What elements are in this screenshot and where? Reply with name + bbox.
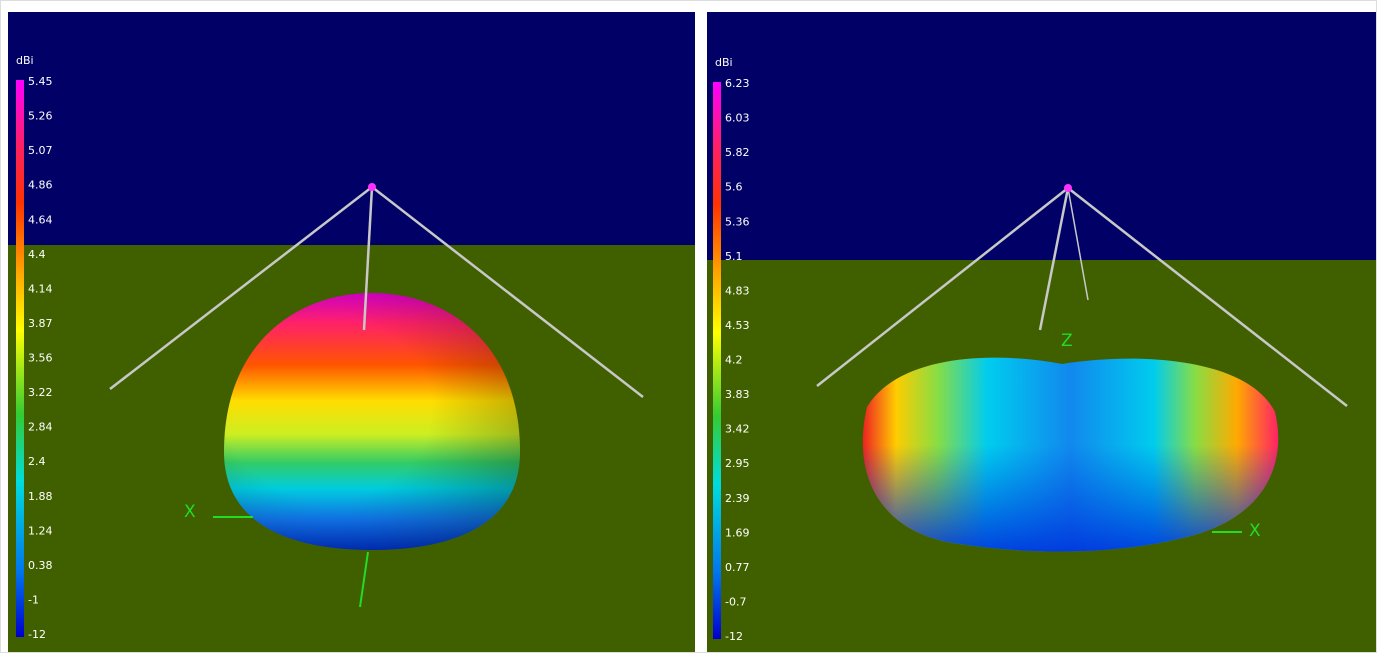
axis-label: X bbox=[184, 502, 196, 522]
colorbar-label: 6.23 bbox=[725, 77, 750, 90]
colorbar-label: 1.24 bbox=[28, 524, 53, 537]
colorbar-label: 5.26 bbox=[28, 110, 53, 123]
colorbar-label: 4.83 bbox=[725, 284, 750, 297]
feed-point bbox=[1064, 184, 1072, 192]
colorbar-label: -12 bbox=[28, 628, 46, 641]
screen: X dBi 5.45 5.26 5.07 4.86 4.64 4.4 4.14 3.87 3.5… bbox=[0, 0, 1377, 653]
pattern-view-right: Z X dBi 6.23 6.03 5.82 5.6 5.36 5.1 4.83 4.53 4.… bbox=[707, 12, 1377, 653]
axis-label: X bbox=[1249, 521, 1261, 541]
colorbar-label: 3.56 bbox=[28, 352, 53, 365]
colorbar-label: 5.36 bbox=[725, 215, 750, 228]
colorbar-label: 6.03 bbox=[725, 112, 750, 125]
colorbar-label: 4.14 bbox=[28, 282, 53, 295]
unit-label: dBi bbox=[16, 54, 34, 67]
colorbar-label: 3.42 bbox=[725, 423, 750, 436]
unit-label: dBi bbox=[715, 56, 733, 69]
colorbar-label: 2.95 bbox=[725, 457, 750, 470]
colorbar-label: 5.45 bbox=[28, 75, 53, 88]
colorbar-label: 0.77 bbox=[725, 561, 750, 574]
feed-point bbox=[368, 183, 376, 191]
colorbar-label: 3.87 bbox=[28, 317, 53, 330]
colorbar-label: 4.53 bbox=[725, 319, 750, 332]
colorbar-label: 3.22 bbox=[28, 386, 53, 399]
colorbar-label: 4.4 bbox=[28, 248, 46, 261]
colorbar-label: 4.2 bbox=[725, 354, 743, 367]
colorbar-label: 1.88 bbox=[28, 490, 53, 503]
colorbar-label: 3.83 bbox=[725, 388, 750, 401]
colorbar-label: -12 bbox=[725, 630, 743, 643]
colorbar-label: 2.4 bbox=[28, 455, 46, 468]
colorbar-label: 2.39 bbox=[725, 492, 750, 505]
colorbar-label: 4.64 bbox=[28, 213, 53, 226]
colorbar bbox=[713, 82, 721, 639]
colorbar-label: 4.86 bbox=[28, 179, 53, 192]
colorbar bbox=[16, 80, 24, 637]
colorbar-label: -1 bbox=[28, 593, 39, 606]
axis-label: Z bbox=[1061, 331, 1073, 351]
colorbar-label: 5.6 bbox=[725, 181, 743, 194]
colorbar-label: 1.69 bbox=[725, 526, 750, 539]
pattern-shade bbox=[863, 358, 1278, 552]
colorbar-label: 5.07 bbox=[28, 144, 53, 157]
colorbar-label: 0.38 bbox=[28, 559, 53, 572]
colorbar-label: 5.82 bbox=[725, 146, 750, 159]
colorbar-label: -0.7 bbox=[725, 595, 746, 608]
pattern-view-left: X dBi 5.45 5.26 5.07 4.86 4.64 4.4 4.14 3.87 3.5… bbox=[8, 12, 695, 653]
colorbar-label: 5.1 bbox=[725, 250, 743, 263]
colorbar-label: 2.84 bbox=[28, 421, 53, 434]
